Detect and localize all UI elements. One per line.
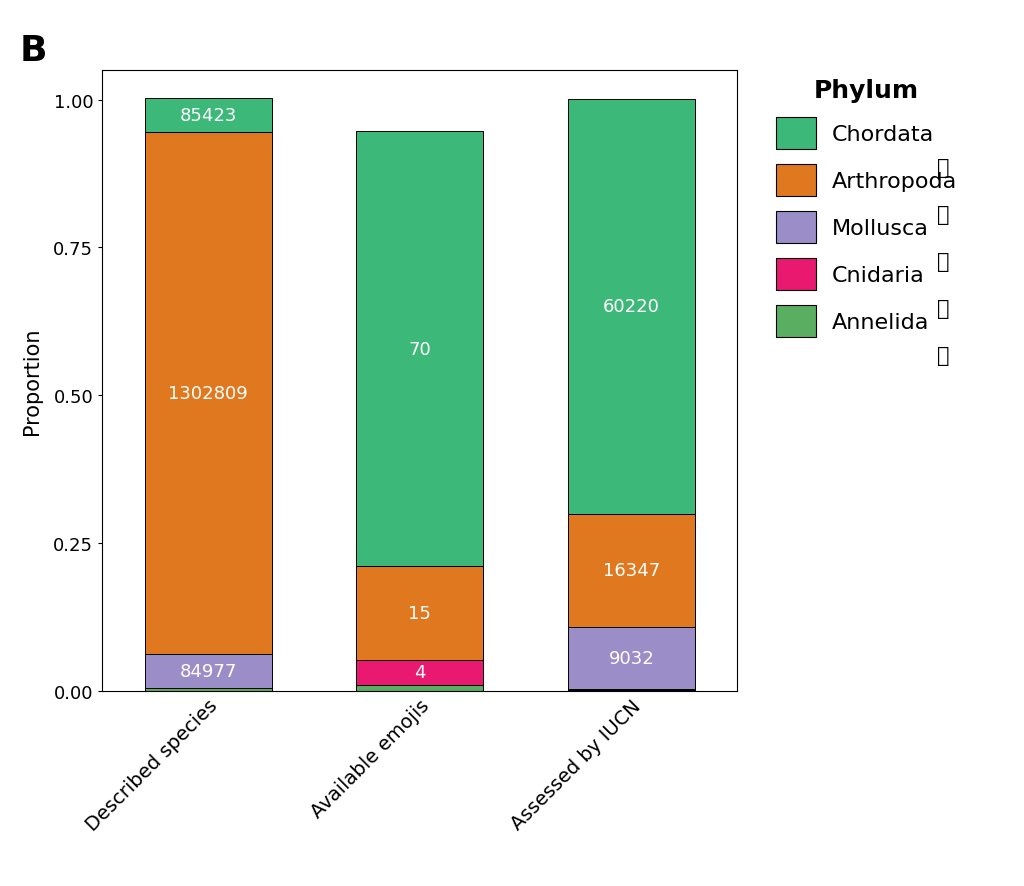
Text: 60220: 60220 bbox=[603, 298, 659, 315]
Text: 84977: 84977 bbox=[179, 663, 237, 680]
Text: 🐗: 🐗 bbox=[937, 158, 949, 178]
Bar bbox=[568, 689, 695, 690]
Text: 70: 70 bbox=[409, 340, 431, 358]
Text: 85423: 85423 bbox=[179, 107, 237, 125]
Bar bbox=[356, 567, 483, 660]
Bar bbox=[356, 131, 483, 567]
Text: 9032: 9032 bbox=[608, 649, 654, 667]
Text: 1302809: 1302809 bbox=[168, 385, 248, 403]
Text: 🦋: 🦋 bbox=[937, 205, 949, 225]
Bar bbox=[144, 655, 271, 688]
Y-axis label: Proportion: Proportion bbox=[23, 327, 42, 435]
Bar bbox=[568, 514, 695, 627]
Bar bbox=[568, 99, 695, 514]
Text: B: B bbox=[19, 34, 47, 67]
Legend: Chordata, Arthropoda, Mollusca, Cnidaria, Annelida: Chordata, Arthropoda, Mollusca, Cnidaria… bbox=[767, 70, 966, 346]
Bar bbox=[568, 627, 695, 689]
Text: 🐌: 🐌 bbox=[937, 252, 949, 272]
Text: 🪱: 🪱 bbox=[937, 346, 949, 366]
Text: 4: 4 bbox=[414, 664, 426, 681]
Bar bbox=[144, 99, 271, 133]
Bar bbox=[144, 133, 271, 655]
Text: 🪼: 🪼 bbox=[937, 299, 949, 319]
Bar bbox=[144, 688, 271, 691]
Bar bbox=[356, 685, 483, 691]
Text: 16347: 16347 bbox=[603, 562, 660, 579]
Bar bbox=[356, 660, 483, 685]
Text: 15: 15 bbox=[409, 604, 431, 622]
